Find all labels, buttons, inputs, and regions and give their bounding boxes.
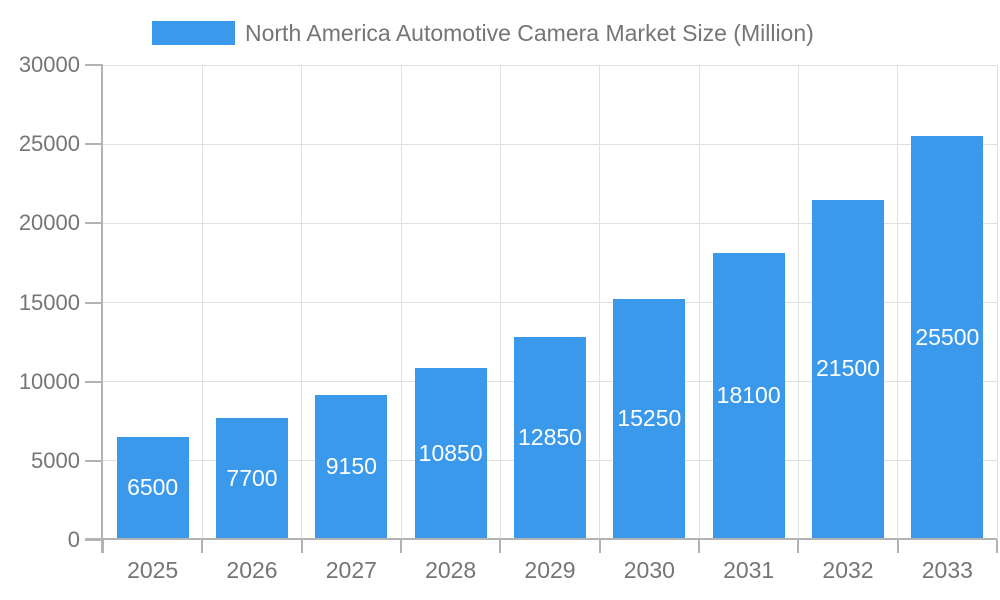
bar-2031[interactable]: 18100 (712, 253, 785, 538)
x-axis-tick (698, 540, 700, 553)
gridline-vertical (897, 65, 899, 540)
x-axis-tick (300, 540, 303, 553)
bar-2029[interactable]: 12850 (514, 336, 586, 538)
bar-2032[interactable]: 21500 (812, 199, 884, 538)
x-axis-tick (598, 540, 601, 553)
x-axis-tick-label: 2031 (723, 557, 775, 583)
x-axis-tick-label: 2030 (623, 557, 675, 583)
x-axis-tick-label: 2029 (524, 557, 576, 583)
y-axis-tick (85, 64, 103, 66)
y-axis-tick (85, 143, 103, 146)
bar-2033[interactable]: 25500 (911, 136, 984, 538)
gridline-vertical (499, 65, 501, 540)
x-axis-tick-label: 2026 (226, 557, 278, 583)
y-axis-tick (85, 222, 103, 225)
y-axis-tick-label: 10000 (18, 368, 80, 394)
legend-swatch[interactable] (152, 21, 235, 45)
y-axis-tick (85, 301, 103, 304)
x-axis-tick-label: 2028 (425, 557, 477, 583)
y-axis-tick-label: 20000 (18, 210, 80, 236)
bar-2025[interactable]: 6500 (116, 437, 189, 538)
bar-value-label: 10850 (418, 439, 483, 466)
bar-value-label: 9150 (325, 453, 377, 480)
x-axis-tick-label: 2027 (325, 557, 377, 583)
gridline-horizontal (103, 302, 997, 303)
gridline-vertical (201, 65, 203, 540)
bar-2026[interactable]: 7700 (216, 418, 288, 538)
x-axis-tick (996, 540, 998, 553)
x-axis-tick-label: 2033 (921, 557, 973, 583)
bar-value-label: 15250 (617, 404, 682, 431)
y-axis-tick (85, 539, 103, 541)
x-axis-tick (499, 540, 502, 553)
gridline-vertical (400, 65, 402, 540)
x-axis-tick (102, 540, 104, 553)
gridline-vertical (698, 65, 700, 540)
gridline-horizontal (103, 64, 997, 66)
gridline-vertical (599, 65, 601, 540)
bar-2028[interactable]: 10850 (414, 368, 487, 538)
bar-value-label: 25500 (915, 323, 980, 350)
gridline-vertical (301, 65, 303, 540)
y-axis-tick-label: 30000 (18, 52, 80, 77)
y-axis-tick-label: 25000 (18, 131, 80, 157)
y-axis-tick (85, 459, 103, 462)
x-axis-tick (400, 540, 402, 553)
x-axis-line (85, 538, 997, 540)
y-axis-tick-label: 5000 (31, 447, 80, 473)
bar-2030[interactable]: 15250 (613, 298, 686, 538)
x-axis-tick-label: 2025 (127, 557, 179, 583)
y-axis-tick-label: 15000 (18, 289, 80, 315)
x-axis-tick (797, 540, 800, 553)
bar-value-label: 12850 (518, 423, 582, 450)
y-axis-tick (85, 380, 103, 383)
y-axis-line (101, 65, 103, 553)
gridline-horizontal (103, 143, 997, 145)
x-axis-tick (896, 540, 899, 553)
y-axis-tick-label: 0 (67, 527, 80, 552)
legend-label[interactable]: North America Automotive Camera Market S… (245, 19, 814, 46)
gridline-vertical (996, 65, 998, 540)
x-axis-tick (201, 540, 204, 553)
gridline-vertical (797, 65, 799, 540)
bar-value-label: 7700 (226, 464, 278, 491)
legend: North America Automotive Camera Market S… (152, 20, 814, 46)
gridline-horizontal (103, 222, 997, 224)
x-axis-tick-label: 2032 (822, 557, 874, 583)
bar-2027[interactable]: 9150 (315, 395, 388, 538)
bar-value-label: 21500 (816, 355, 880, 382)
bar-value-label: 18100 (716, 382, 781, 409)
bar-value-label: 6500 (127, 474, 179, 501)
